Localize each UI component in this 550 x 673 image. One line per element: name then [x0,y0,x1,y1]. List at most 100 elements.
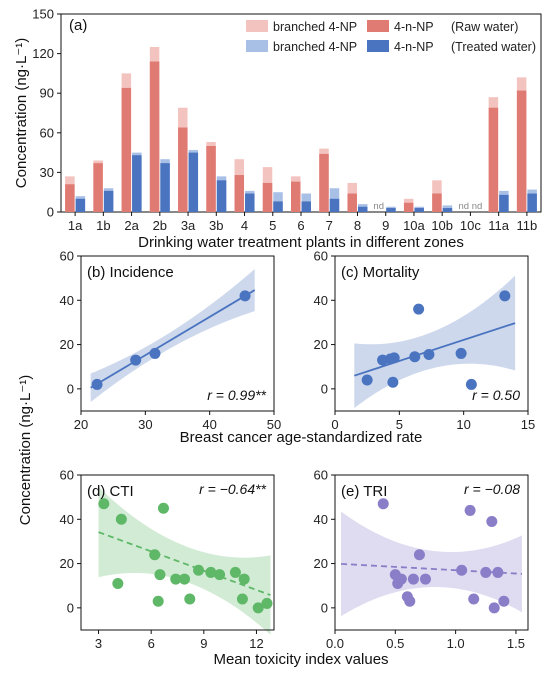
panel-b-label: (b) Incidence [87,264,174,281]
bar-4-n-np-raw-water-5 [262,182,273,212]
panel-e-fit-line [340,563,523,575]
panel-b-y-tick-label-0: 0 [67,381,74,396]
middle-x-axis-title: Breast cancer age-standardized rate [180,429,423,446]
panel-b-point-0 [91,378,103,390]
panel-c-scatter: 0 5 10 15 0 20 40 60 (c) Mortality r = 0.50 [314,249,536,433]
y-tick-label-30: 30 [40,165,54,180]
bar-4-n-np-raw-water-7 [319,153,329,212]
panel-d-point-2 [115,513,127,525]
bar-4-n-np-raw-water-10a [403,202,414,212]
panel-b-y-tick-label-60: 60 [60,249,74,264]
panel-d-point-12 [214,569,226,581]
bar-4-n-np-treated-water-3a [188,152,199,212]
y-tick-label-90: 90 [40,86,54,101]
panel-b-y-tick-label-40: 40 [60,293,74,308]
panel-e-point-5 [404,595,416,607]
bar-4-n-np-treated-water-2a [132,155,142,212]
bottom-y-axis-title: Concentration (ng·L⁻¹) [17,375,34,525]
bar-4-n-np-raw-water-3a [178,127,188,212]
x-tick-label-6: 6 [297,218,304,233]
panel-d-point-9 [184,593,196,605]
panel-e-point-10 [464,504,476,516]
bar-4-n-np-raw-water-10b [432,193,442,212]
legend-label-0: branched 4-NP [273,20,357,34]
panel-c-point-3 [388,352,400,364]
top-y-axis-title: Concentration (ng·L⁻¹) [13,38,30,188]
legend-label-3: 4-n-NP [394,40,434,54]
panel-d-point-7 [170,573,182,585]
bar-4-n-np-treated-water-8 [357,206,368,212]
panel-e-scatter: 0.0 0.5 1.0 1.5 0 20 40 60 (e) TRI r = −0.08 [314,468,529,651]
x-tick-label-11b: 11b [517,218,538,233]
x-tick-label-2b: 2b [153,218,167,233]
bar-4-n-np-treated-water-1b [103,190,114,212]
panel-d-x-tick-label-12: 12 [249,636,263,651]
y-tick-label-0: 0 [47,205,54,220]
panel-b-x-tick-label-50: 50 [267,417,281,432]
panel-e-label: (e) TRI [341,483,387,500]
panel-e-y-tick-label-0: 0 [321,600,328,615]
panel-e-point-9 [456,564,468,576]
bar-4-n-np-treated-water-5 [273,201,283,212]
legend-swatch-3 [367,40,389,52]
bottom-x-axis-title: Mean toxicity index values [213,651,388,668]
panel-c-point-0 [361,374,373,386]
panel-d-point-10 [193,564,205,576]
x-tick-label-7: 7 [326,218,333,233]
y-tick-label-60: 60 [40,125,54,140]
panel-e-point-16 [498,595,510,607]
panel-c-point-6 [413,303,425,315]
panel-c-point-7 [423,349,435,361]
panel-c-y-tick-label-20: 20 [314,337,328,352]
bar-4-n-np-treated-water-1a [75,198,86,212]
x-tick-label-11a: 11a [488,218,509,233]
y-tick-label-120: 120 [32,46,54,61]
bar-4-n-np-raw-water-1b [93,163,103,212]
panel-d-x-tick-label-9: 9 [200,636,207,651]
panel-a-bars: nd nd nd [65,47,537,213]
x-tick-label-5: 5 [269,218,276,233]
panel-e-x-tick-label-1.5: 1.5 [507,636,525,651]
panel-e-point-15 [492,566,504,578]
panel-d-point-17 [261,597,273,609]
panel-e-confidence-band [341,511,522,617]
nd-label-10c: nd nd [459,201,483,212]
x-tick-label-3a: 3a [181,218,196,233]
panel-b-x-tick-label-30: 30 [138,417,152,432]
bar-4-n-np-raw-water-11a [488,107,499,212]
legend-note-3: (Treated water) [451,40,536,54]
bar-4-n-np-treated-water-2b [160,163,170,212]
panel-b-point-2 [149,347,161,359]
y-tick-label-150: 150 [32,7,54,22]
panel-c-frame [334,255,529,412]
panel-a-legend: branched 4-NP 4-n-NP (Raw water) branched 4… [246,20,536,54]
x-tick-label-10c: 10c [460,218,481,233]
panel-c-label: (c) Mortality [341,264,420,281]
panel-d-x-tick-label-3: 3 [95,636,102,651]
x-tick-label-10a: 10a [403,218,425,233]
bar-4-n-np-treated-water-6 [301,201,311,212]
panel-b-fit-line [90,289,256,389]
panel-c-point-9 [465,378,477,390]
panel-b-point-1 [130,354,142,366]
panel-d-confidence-band [98,487,271,635]
bar-4-n-np-raw-water-8 [347,193,357,212]
panel-c-point-4 [387,376,399,388]
bar-4-n-np-raw-water-6 [291,181,301,212]
panel-b-y-tick-label-20: 20 [60,337,74,352]
bar-4-n-np-raw-water-4 [234,175,245,212]
panel-d-y-tick-label-60: 60 [60,468,74,483]
panel-d-y-tick-label-20: 20 [60,556,74,571]
legend-label-2: branched 4-NP [273,40,357,54]
panel-d-y-tick-label-40: 40 [60,512,74,527]
bar-4-n-np-treated-water-4 [245,193,255,212]
panel-d-point-6 [157,502,169,514]
panel-e-point-3 [395,573,407,585]
panel-c-point-5 [409,351,421,363]
bar-4-n-np-raw-water-2b [149,61,160,212]
panel-a-x-ticks: 1a 1b 2a 2b 3a 3b 4 5 6 7 8 9 10a 10b 10c 11a 11b [68,212,537,233]
panel-b-scatter: 20 30 40 50 0 20 40 60 (b) Incidence r = 0.99** [60,249,282,433]
panel-a-bar-chart: nd nd nd 0 30 60 90 120 150 1a 1b 2a 2b 3a 3b 4 5 6 7 8 9… [32,7,542,251]
panel-d-label: (d) CTI [87,483,134,500]
panel-c-x-tick-label-0: 0 [331,417,338,432]
